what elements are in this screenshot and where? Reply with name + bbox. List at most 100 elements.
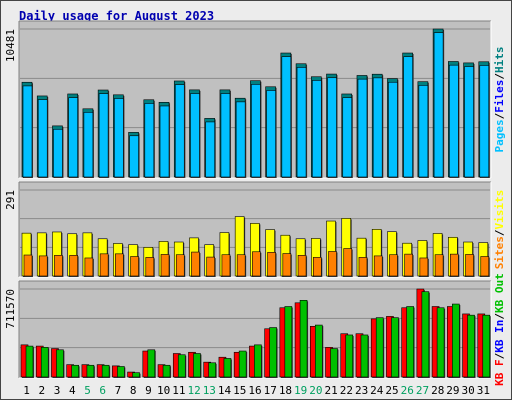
day-label-15: 15 bbox=[233, 384, 246, 397]
panel-visits-sites-bar-sites-14 bbox=[221, 254, 231, 277]
panel-visits-sites-bar-sites-21 bbox=[328, 251, 337, 277]
panel-kbin-kbout-kbf-legend-part-3: / bbox=[493, 313, 506, 320]
day-label-4: 4 bbox=[69, 384, 76, 397]
panel-visits-sites-legend: Sites/Visits bbox=[493, 190, 506, 270]
panel-hits-files-pages-bar-files-pages-18 bbox=[281, 56, 292, 178]
panel-hits-files-pages-legend-part-0: Pages bbox=[493, 119, 506, 152]
panel-hits-files-pages-legend-part-4: Hits bbox=[493, 47, 506, 74]
panel-visits-sites-bar-sites-24 bbox=[373, 255, 383, 277]
panel-kbin-kbout-kbf-bar-kbin-5 bbox=[86, 364, 95, 378]
day-label-6: 6 bbox=[99, 384, 106, 397]
panel-hits-files-pages-bar-files-pages-1 bbox=[22, 85, 33, 178]
panel-kbin-kbout-kbf-bar-kbin-31 bbox=[482, 314, 491, 378]
panel-kbin-kbout-kbf-legend-part-1: / bbox=[493, 352, 506, 359]
panel-kbin-kbout-kbf-bar-kbin-19 bbox=[299, 300, 308, 378]
panel-visits-sites-bar-sites-28 bbox=[434, 254, 444, 277]
panel-kbin-kbout-kbf-bar-kbin-11 bbox=[177, 354, 186, 378]
panel-hits-files-pages-bar-files-pages-31 bbox=[479, 65, 490, 178]
panel-hits-files-pages-bar-files-pages-2 bbox=[37, 99, 48, 178]
panel-visits-sites-bar-sites-30 bbox=[465, 254, 474, 277]
day-label-14: 14 bbox=[218, 384, 232, 397]
panel-kbin-kbout-kbf-bar-kbin-18 bbox=[284, 306, 293, 378]
panel-hits-files-pages-bar-files-pages-22 bbox=[342, 97, 353, 178]
panel-visits-sites-bar-sites-31 bbox=[480, 256, 490, 277]
panel-visits-sites-bar-sites-3 bbox=[54, 255, 63, 277]
panel-kbin-kbout-kbf-bar-kbin-8 bbox=[132, 372, 140, 378]
panel-kbin-kbout-kbf-bar-kbin-7 bbox=[117, 366, 125, 378]
day-label-23: 23 bbox=[355, 384, 368, 397]
day-label-22: 22 bbox=[340, 384, 353, 397]
day-label-1: 1 bbox=[23, 384, 30, 397]
panel-hits-files-pages-bar-files-pages-15 bbox=[235, 101, 246, 178]
panel-hits-files-pages-bar-files-pages-30 bbox=[464, 66, 474, 178]
panel-visits-sites-bar-sites-12 bbox=[191, 251, 200, 277]
panel-hits-files-pages-bar-files-pages-6 bbox=[98, 93, 109, 178]
panel-visits-sites-bar-sites-2 bbox=[38, 255, 48, 277]
day-label-11: 11 bbox=[172, 384, 185, 397]
panel-kbin-kbout-kbf-bar-kbin-24 bbox=[375, 317, 384, 378]
panel-kbin-kbout-kbf-bar-kbin-26 bbox=[406, 306, 414, 378]
panel-hits-files-pages-bar-files-pages-19 bbox=[296, 67, 307, 178]
day-label-19: 19 bbox=[294, 384, 307, 397]
panel-visits-sites-bar-sites-13 bbox=[206, 256, 216, 277]
panel-kbin-kbout-kbf-legend-part-0: KB F bbox=[493, 359, 506, 386]
panel-visits-sites-bar-sites-9 bbox=[145, 257, 155, 277]
day-label-16: 16 bbox=[248, 384, 261, 397]
panel-kbin-kbout-kbf-bar-kbin-9 bbox=[147, 349, 156, 378]
panel-kbin-kbout-kbf-legend-part-2: KB In bbox=[493, 320, 506, 353]
panel-kbin-kbout-kbf-bar-kbin-4 bbox=[71, 364, 79, 378]
panel-visits-sites-bar-sites-27 bbox=[419, 257, 429, 277]
panel-visits-sites-bar-sites-11 bbox=[175, 254, 185, 277]
panel-kbin-kbout-kbf-ymax-label: 711570 bbox=[4, 289, 17, 329]
day-label-26: 26 bbox=[401, 384, 414, 397]
day-label-30: 30 bbox=[462, 384, 475, 397]
day-label-24: 24 bbox=[370, 384, 384, 397]
day-label-21: 21 bbox=[325, 384, 338, 397]
panel-visits-sites-bar-sites-29 bbox=[450, 253, 459, 277]
panel-hits-files-pages-legend-part-3: / bbox=[493, 73, 506, 80]
panel-visits-sites-bar-sites-16 bbox=[252, 251, 261, 277]
day-label-28: 28 bbox=[431, 384, 444, 397]
panel-hits-files-pages-bar-files-pages-28 bbox=[433, 32, 444, 178]
panel-kbin-kbout-kbf-bar-kbin-29 bbox=[452, 303, 460, 378]
panel-kbin-kbout-kbf-bar-kbin-17 bbox=[269, 327, 277, 378]
panel-hits-files-pages-bar-files-pages-4 bbox=[68, 97, 78, 178]
panel-hits-files-pages-ymax-label: 10481 bbox=[4, 29, 17, 62]
panel-visits-sites-legend-part-2: Visits bbox=[493, 190, 506, 230]
panel-hits-files-pages-bar-files-pages-17 bbox=[266, 90, 276, 178]
panel-hits-files-pages-bar-files-pages-24 bbox=[372, 77, 383, 178]
panel-kbin-kbout-kbf-legend: KB F/KB In/KB Out bbox=[493, 273, 506, 386]
panel-kbin-kbout-kbf-bar-kbin-6 bbox=[101, 364, 110, 378]
panel-visits-sites-bar-sites-19 bbox=[297, 255, 307, 277]
panel-kbin-kbout-kbf-bar-kbin-20 bbox=[314, 324, 323, 378]
panel-kbin-kbout-kbf-bar-kbin-10 bbox=[162, 364, 171, 378]
panel-hits-files-pages-bar-files-pages-25 bbox=[388, 81, 398, 178]
day-label-8: 8 bbox=[130, 384, 137, 397]
day-label-10: 10 bbox=[157, 384, 170, 397]
panel-kbin-kbout-kbf-bar-kbin-16 bbox=[254, 344, 262, 378]
panel-kbin-kbout-kbf-bar-kbin-3 bbox=[56, 349, 64, 378]
day-label-9: 9 bbox=[145, 384, 152, 397]
panel-hits-files-pages-bar-files-pages-9 bbox=[144, 103, 155, 178]
panel-visits-sites-bar-sites-26 bbox=[404, 253, 413, 277]
panel-kbin-kbout-kbf-bar-kbin-21 bbox=[330, 348, 338, 378]
panel-hits-files-pages-legend-part-2: Files bbox=[493, 80, 506, 113]
panel-hits-files-pages-bar-files-pages-3 bbox=[53, 128, 63, 178]
day-label-17: 17 bbox=[264, 384, 277, 397]
panel-kbin-kbout-kbf-bar-kbin-1 bbox=[25, 345, 34, 378]
day-label-13: 13 bbox=[203, 384, 216, 397]
panel-hits-files-pages-bar-files-pages-29 bbox=[449, 64, 459, 178]
panel-hits-files-pages-bar-files-pages-21 bbox=[327, 77, 337, 178]
panel-visits-sites-bar-sites-6 bbox=[99, 253, 109, 277]
panel-kbin-kbout-kbf-bar-kbin-22 bbox=[345, 334, 354, 378]
panel-kbin-kbout-kbf-bar-kbin-25 bbox=[391, 317, 399, 378]
panel-hits-files-pages-bar-files-pages-20 bbox=[311, 80, 322, 178]
day-label-25: 25 bbox=[385, 384, 398, 397]
panel-kbin-kbout-kbf-bar-kbin-2 bbox=[40, 347, 49, 378]
day-label-7: 7 bbox=[115, 384, 122, 397]
panel-visits-sites-bar-sites-23 bbox=[358, 257, 368, 277]
panel-hits-files-pages-bar-files-pages-5 bbox=[83, 112, 94, 178]
panel-visits-sites-bar-sites-7 bbox=[115, 253, 124, 277]
